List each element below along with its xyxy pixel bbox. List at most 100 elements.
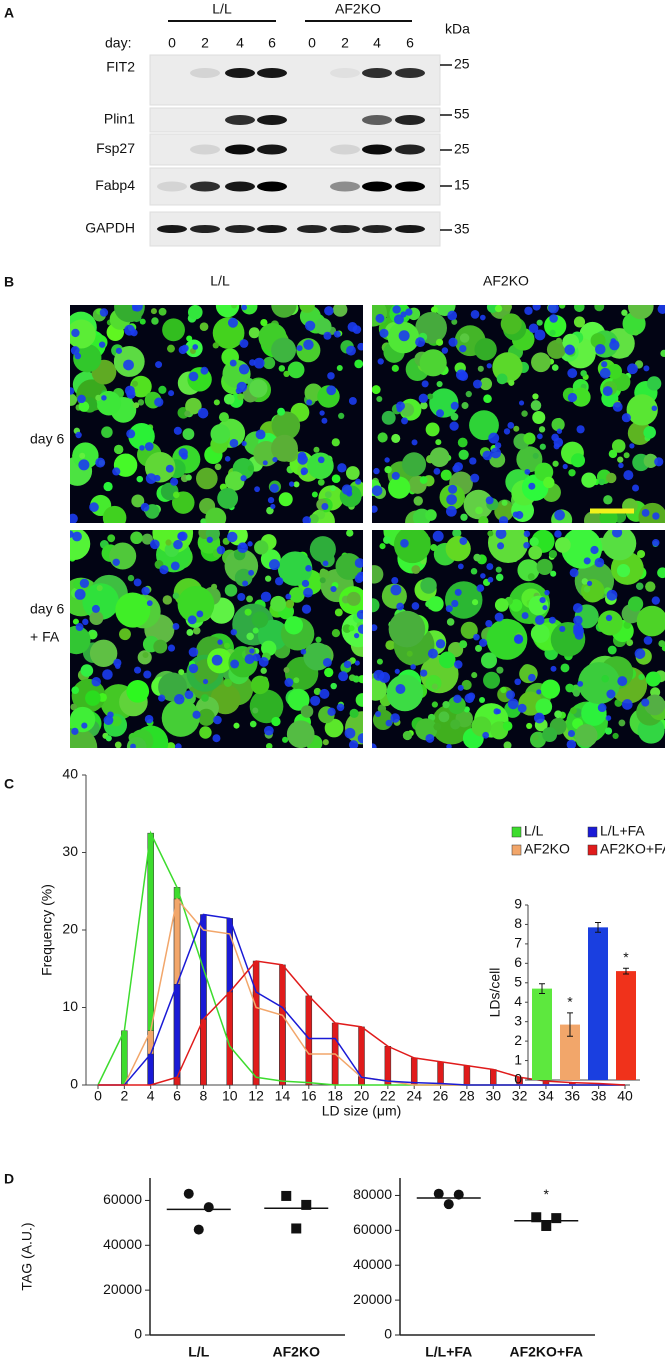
lipid-droplet (244, 608, 252, 616)
lipid-droplet (131, 494, 145, 508)
nucleus (167, 644, 176, 652)
nucleus (652, 539, 660, 547)
lipid-droplet (358, 675, 363, 684)
image-content (372, 530, 665, 748)
nucleus (188, 371, 199, 382)
lipid-droplet (581, 578, 589, 585)
nucleus (384, 457, 390, 463)
data-point (551, 1213, 562, 1224)
lipid-droplet (433, 722, 442, 731)
lipid-droplet (607, 645, 617, 655)
nucleus (91, 604, 100, 613)
column-title: AF2KO (483, 273, 529, 289)
lipid-droplet (331, 438, 340, 447)
nucleus (71, 328, 80, 338)
y-tick-label: 40000 (353, 1256, 392, 1272)
x-tick-label: 14 (275, 1088, 291, 1104)
lipid-droplet (535, 698, 553, 716)
lipid-droplet (78, 401, 90, 412)
lipid-droplet (386, 674, 424, 712)
nucleus (297, 454, 308, 465)
lipid-droplet (296, 338, 321, 363)
row-label: day 6 (30, 431, 64, 447)
nucleus (473, 633, 480, 641)
lipid-droplet (136, 475, 144, 483)
lipid-droplet (480, 652, 498, 669)
lipid-droplet (213, 399, 220, 406)
lipid-droplet (250, 675, 270, 695)
lipid-droplet (486, 618, 528, 660)
lipid-droplet (72, 442, 99, 469)
lipid-droplet (331, 474, 341, 484)
lipid-droplet (471, 716, 492, 737)
nucleus (249, 359, 256, 366)
nucleus (544, 589, 550, 596)
x-tick-label: AF2KO+FA (509, 1344, 583, 1360)
nucleus (356, 609, 363, 620)
nucleus (400, 311, 407, 318)
lipid-droplet (141, 533, 153, 545)
data-point (433, 1188, 444, 1199)
lipid-droplet (471, 599, 479, 606)
nucleus (229, 359, 237, 367)
nucleus (372, 624, 378, 632)
nucleus (542, 605, 548, 611)
nucleus (285, 593, 292, 600)
nucleus (411, 602, 420, 610)
lipid-droplet (96, 390, 122, 416)
lipid-droplet (287, 361, 305, 379)
nucleus (310, 695, 321, 706)
nucleus (274, 577, 284, 586)
lipid-droplet (223, 642, 230, 649)
nucleus (375, 313, 385, 323)
lipid-droplet (101, 426, 113, 438)
lipid-droplet (73, 344, 102, 373)
lipid-droplet (602, 530, 637, 561)
lipid-droplet (411, 565, 421, 574)
nucleus (539, 596, 546, 604)
lipid-droplet (483, 394, 492, 404)
lipid-droplet (475, 506, 483, 515)
y-tick-label: 0 (70, 1076, 78, 1092)
data-point (301, 1199, 312, 1210)
inset-y-tick-label: 9 (514, 896, 522, 912)
nucleus (178, 448, 188, 458)
nucleus (441, 347, 449, 354)
lipid-droplet (523, 432, 536, 445)
nucleus (357, 733, 363, 744)
nucleus (482, 731, 490, 739)
lipid-droplet (237, 393, 245, 401)
nucleus (445, 605, 453, 613)
lipid-droplet (322, 739, 329, 746)
inset-y-tick-label: 6 (514, 954, 522, 970)
band (225, 68, 255, 78)
nucleus (303, 339, 314, 350)
lipid-droplet (335, 553, 363, 580)
nucleus (595, 343, 606, 355)
lipid-droplet (314, 318, 332, 335)
nucleus (333, 330, 341, 338)
lipid-droplet (284, 616, 304, 635)
nucleus (321, 502, 329, 510)
lipid-droplet (578, 662, 621, 705)
band (190, 225, 220, 233)
x-tick-label: 40 (617, 1088, 633, 1104)
x-tick-label: 28 (459, 1088, 475, 1104)
nucleus (448, 337, 458, 347)
lipid-droplet (487, 530, 494, 537)
nucleus (352, 325, 362, 334)
nucleus (235, 387, 242, 394)
nucleus (168, 390, 175, 397)
nucleus (488, 432, 500, 444)
hist-bar (200, 1018, 207, 1086)
lipid-droplet (384, 466, 392, 474)
nucleus (629, 443, 635, 449)
nucleus (599, 367, 611, 379)
lipid-droplet (289, 587, 305, 603)
nucleus (260, 591, 272, 602)
nucleus (537, 433, 543, 440)
nucleus (101, 395, 107, 401)
data-point (193, 1224, 204, 1235)
lipid-droplet (429, 447, 450, 468)
nucleus (436, 409, 445, 418)
